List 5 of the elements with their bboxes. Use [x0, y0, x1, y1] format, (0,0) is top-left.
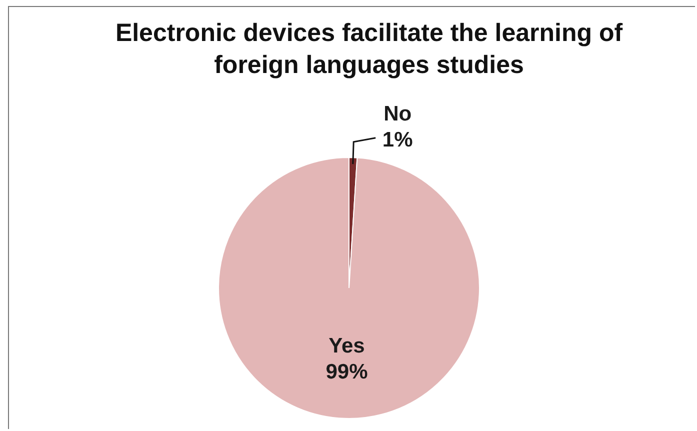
- data-label: 1%: [382, 128, 414, 152]
- slice-label: No: [384, 102, 412, 126]
- data-label: 99%: [326, 360, 368, 384]
- chart-title: Electronic devices facilitate the learning of foreign languages studies: [114, 18, 624, 81]
- slice-label: Yes: [328, 334, 365, 358]
